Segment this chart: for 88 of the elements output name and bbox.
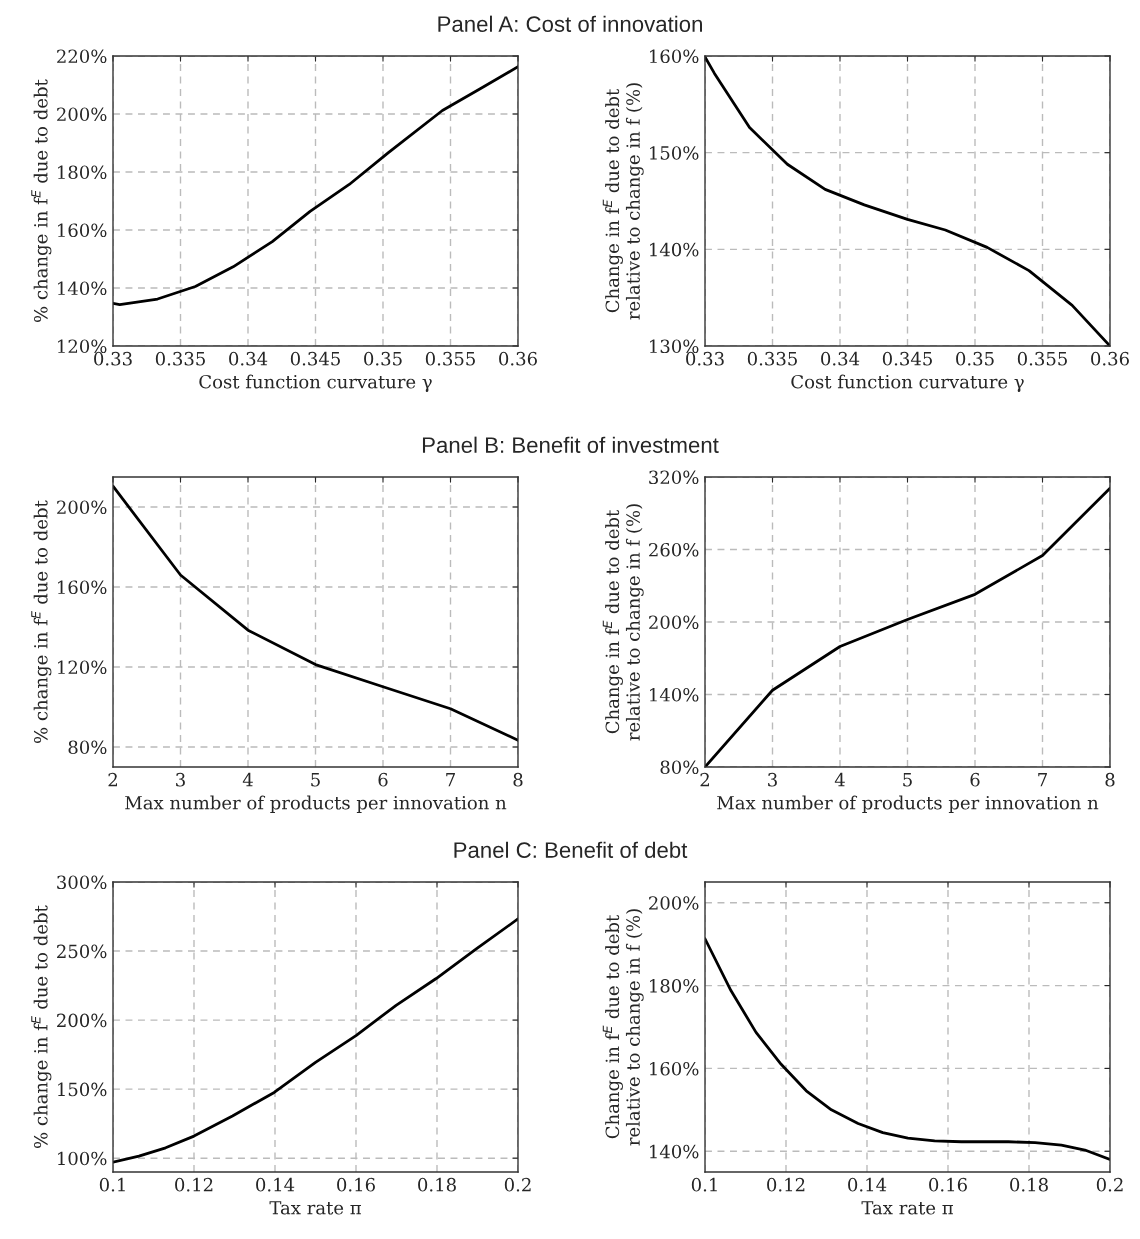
- x-tick-label: 4: [834, 772, 845, 787]
- x-tick-label: 3: [176, 772, 185, 787]
- x-tick-label: 0.18: [1010, 1177, 1048, 1192]
- x-tick-label: 0.16: [337, 1177, 375, 1192]
- x-tick-label: 0.36: [499, 351, 537, 366]
- x-tick-label: 7: [1038, 773, 1047, 787]
- x-tick-label: 0.335: [155, 351, 205, 366]
- x-tick-label: 0.1: [691, 1177, 717, 1192]
- text: Panel C: Benefit of debt: [454, 841, 688, 858]
- y-tick-label: 140%: [650, 242, 699, 257]
- text: Panel B: Benefit of investment: [422, 436, 719, 453]
- y-tick-label: 200%: [57, 107, 107, 122]
- x-tick-label: 0.14: [256, 1177, 295, 1192]
- x-tick-label: 0.34: [229, 351, 268, 366]
- y-tick-label: 160%: [650, 1061, 699, 1076]
- y-axis-title: % change in f$^{E}$ due to debt: [31, 500, 52, 743]
- x-tick-label: 0.36: [1091, 351, 1129, 366]
- y-tick-label: 200%: [649, 615, 699, 630]
- line-series: [705, 56, 1110, 346]
- x-axis-title: Max number of products per innovation n: [125, 795, 507, 814]
- x-tick-label: 0.335: [747, 351, 797, 366]
- line-series: [113, 484, 518, 742]
- y-tick-label: 300%: [57, 875, 107, 890]
- line-series: [113, 917, 518, 1164]
- x-tick-label: 0.345: [290, 351, 340, 366]
- y-tick-label: 150%: [58, 1082, 107, 1097]
- y-tick-label: 150%: [650, 146, 699, 160]
- y-axis-title: Change in f$^{E}$ due to debt relative to change in f (%): [602, 83, 644, 320]
- y-tick-label: 200%: [649, 896, 699, 910]
- y-tick-label: 140%: [58, 281, 107, 296]
- y-tick-label: 80%: [68, 740, 107, 755]
- x-tick-label: 0.35: [956, 351, 994, 366]
- x-axis-title: Cost function curvature γ: [791, 374, 1024, 393]
- y-axis-title: Change in f$^{E}$ due to debt relative to change in f (%): [602, 909, 644, 1146]
- x-tick-label: 8: [513, 772, 523, 787]
- x-tick-label: 7: [446, 773, 455, 787]
- y-tick-label: 160%: [58, 580, 107, 595]
- x-tick-label: 0.33: [94, 351, 132, 366]
- y-tick-label: 140%: [650, 1144, 699, 1159]
- x-tick-label: 0.12: [767, 1177, 805, 1192]
- line-series: [705, 937, 1110, 1161]
- x-axis-title: Tax rate π: [269, 1201, 361, 1215]
- text: Panel A: Cost of innovation: [438, 15, 702, 32]
- x-tick-label: 0.33: [686, 351, 724, 366]
- y-tick-label: 140%: [650, 687, 699, 702]
- line-series: [113, 65, 518, 306]
- x-tick-label: 0.1: [99, 1177, 125, 1192]
- x-tick-label: 0.35: [364, 351, 402, 366]
- x-tick-label: 0.355: [425, 351, 475, 366]
- y-axis-title: % change in f$^{E}$ due to debt: [31, 905, 52, 1148]
- x-tick-label: 6: [970, 772, 980, 787]
- y-tick-label: 200%: [57, 1013, 107, 1028]
- x-tick-label: 0.355: [1017, 351, 1067, 366]
- y-tick-label: 130%: [650, 339, 699, 354]
- y-tick-label: 200%: [57, 500, 107, 515]
- x-axis-title: Cost function curvature γ: [199, 374, 432, 393]
- x-tick-label: 0.12: [175, 1177, 213, 1192]
- x-tick-label: 6: [378, 772, 388, 787]
- y-tick-label: 320%: [649, 470, 699, 485]
- x-tick-label: 3: [768, 772, 777, 787]
- y-tick-label: 260%: [649, 542, 699, 557]
- x-tick-label: 5: [903, 773, 912, 787]
- y-tick-label: 100%: [58, 1151, 107, 1166]
- y-tick-label: 160%: [58, 223, 107, 238]
- x-tick-label: 2: [700, 772, 709, 787]
- x-tick-label: 0.16: [929, 1177, 967, 1192]
- x-tick-label: 4: [242, 772, 253, 787]
- y-tick-label: 180%: [58, 165, 107, 180]
- x-tick-label: 0.34: [821, 351, 860, 366]
- x-tick-label: 8: [1105, 772, 1115, 787]
- x-axis-title: Tax rate π: [861, 1201, 953, 1215]
- x-tick-label: 0.14: [848, 1177, 887, 1192]
- y-tick-label: 160%: [650, 49, 699, 64]
- x-tick-label: 0.2: [1096, 1177, 1123, 1192]
- x-tick-label: 5: [311, 773, 320, 787]
- x-tick-label: 0.18: [418, 1177, 456, 1192]
- y-axis-title: % change in f$^{E}$ due to debt: [31, 79, 52, 322]
- y-axis-title: Change in f$^{E}$ due to debt relative to change in f (%): [602, 504, 644, 741]
- y-tick-label: 180%: [650, 979, 699, 993]
- y-tick-label: 220%: [57, 49, 107, 64]
- y-tick-label: 120%: [58, 660, 107, 675]
- y-tick-label: 80%: [660, 760, 699, 775]
- x-tick-label: 2: [108, 772, 117, 787]
- y-tick-label: 120%: [58, 339, 107, 354]
- x-tick-label: 0.345: [882, 351, 932, 366]
- x-tick-label: 0.2: [504, 1177, 531, 1192]
- y-tick-label: 250%: [57, 944, 107, 959]
- x-axis-title: Max number of products per innovation n: [717, 795, 1099, 814]
